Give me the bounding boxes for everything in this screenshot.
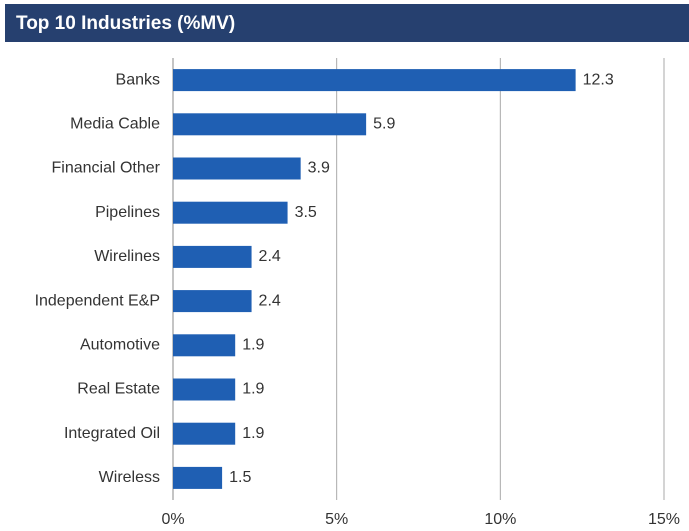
- y-tick-label: Banks: [116, 71, 160, 88]
- y-tick-label: Independent E&P: [35, 292, 160, 309]
- bar: [173, 466, 223, 489]
- bar: [173, 378, 236, 401]
- value-label: 3.9: [308, 160, 330, 177]
- value-label: 1.9: [242, 425, 264, 442]
- bar: [173, 201, 288, 224]
- y-tick-label: Pipelines: [95, 204, 160, 221]
- x-tick-label: 10%: [484, 511, 516, 528]
- y-tick-label: Integrated Oil: [64, 425, 160, 442]
- value-label: 1.9: [242, 337, 264, 354]
- value-label: 5.9: [373, 116, 395, 133]
- x-tick-label: 15%: [648, 511, 680, 528]
- bar: [173, 290, 252, 313]
- value-label: 12.3: [583, 71, 614, 88]
- y-tick-label: Wirelines: [94, 248, 160, 265]
- x-tick-label: 0%: [161, 511, 184, 528]
- bar: [173, 245, 252, 268]
- bar: [173, 334, 236, 357]
- chart-title: Top 10 Industries (%MV): [16, 13, 235, 34]
- value-label: 3.5: [295, 204, 317, 221]
- y-tick-label: Real Estate: [77, 381, 160, 398]
- title-bar: [5, 4, 689, 42]
- bar: [173, 422, 236, 445]
- y-tick-label: Media Cable: [70, 116, 160, 133]
- bar: [173, 69, 576, 92]
- value-label: 1.9: [242, 381, 264, 398]
- value-label: 1.5: [229, 469, 251, 486]
- y-tick-label: Financial Other: [52, 160, 161, 177]
- value-label: 2.4: [259, 292, 281, 309]
- bar: [173, 157, 301, 180]
- y-tick-label: Wireless: [99, 469, 160, 486]
- y-tick-label: Automotive: [80, 337, 160, 354]
- value-label: 2.4: [259, 248, 281, 265]
- bar: [173, 113, 367, 136]
- x-tick-label: 5%: [325, 511, 348, 528]
